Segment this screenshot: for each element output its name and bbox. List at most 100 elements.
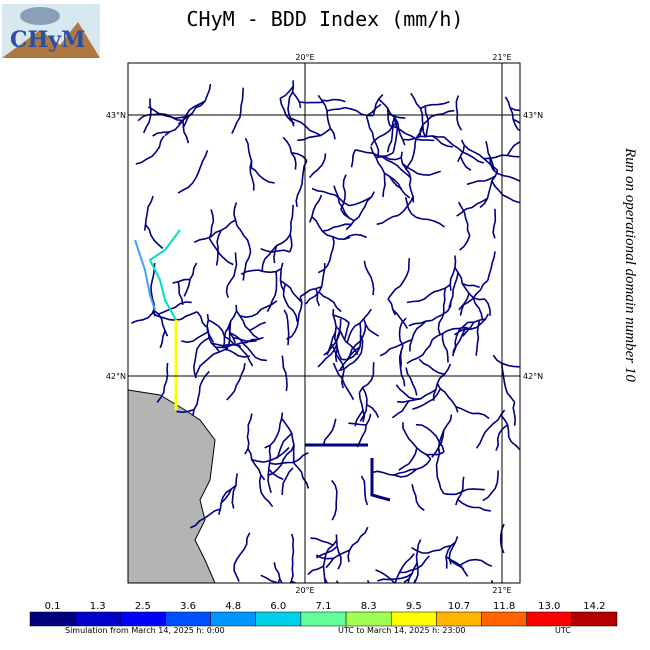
side-note: Run on operational domain number 10 <box>622 147 638 382</box>
river <box>491 180 520 204</box>
river <box>404 125 424 171</box>
river <box>226 362 246 401</box>
river <box>131 307 156 324</box>
river <box>518 129 520 131</box>
river <box>258 474 274 508</box>
colorbar-swatch <box>481 611 527 627</box>
river <box>455 405 490 420</box>
river <box>437 414 453 454</box>
river <box>143 195 154 231</box>
river <box>376 214 399 226</box>
river <box>311 216 351 241</box>
river <box>315 554 334 560</box>
river <box>176 408 195 414</box>
river <box>237 585 268 612</box>
river <box>335 534 342 570</box>
map-frame <box>127 62 521 584</box>
river <box>420 101 450 110</box>
river <box>260 247 291 253</box>
river <box>181 331 209 344</box>
colorbar-label: 3.6 <box>180 601 196 612</box>
river <box>402 135 445 141</box>
river <box>326 332 337 356</box>
river <box>339 346 361 370</box>
river <box>192 336 211 379</box>
river <box>457 498 491 512</box>
map <box>128 63 539 650</box>
river <box>232 336 257 343</box>
river <box>378 98 406 146</box>
coord-labels: 20°E 21°E 20°E 21°E 43°N 42°N 43°N 42°N <box>106 53 543 595</box>
river <box>164 107 197 137</box>
river <box>273 562 283 583</box>
river <box>459 235 471 251</box>
river <box>460 139 499 172</box>
river <box>504 96 520 131</box>
river <box>307 565 324 576</box>
river <box>325 584 329 601</box>
logo-cloud <box>20 7 60 25</box>
river <box>509 642 520 650</box>
river <box>325 549 350 569</box>
river <box>289 117 322 137</box>
river <box>244 137 253 168</box>
colorbar-label: 10.7 <box>448 601 470 612</box>
river <box>387 298 397 316</box>
river <box>249 166 275 184</box>
river <box>147 106 188 120</box>
colorbar-swatch <box>255 611 302 627</box>
river <box>260 574 282 583</box>
river <box>435 447 445 495</box>
river <box>281 467 294 495</box>
river <box>426 451 445 456</box>
lat-label: 42°N <box>106 372 126 381</box>
river <box>454 267 486 301</box>
river <box>408 300 452 327</box>
river <box>520 577 539 614</box>
river <box>484 298 491 316</box>
river <box>158 301 192 315</box>
river <box>195 83 212 109</box>
river <box>247 448 266 481</box>
river <box>182 120 190 144</box>
river <box>231 473 238 509</box>
river <box>467 318 486 324</box>
river <box>321 98 346 103</box>
river <box>387 258 411 300</box>
colorbar-label: 6.0 <box>270 601 286 612</box>
footer-to: UTC to March 14, 2025 h: 23:00 <box>338 626 465 635</box>
colorbar-label: 11.8 <box>493 601 515 612</box>
river <box>233 202 252 252</box>
river <box>398 196 414 216</box>
colorbar: 0.1 1.3 2.5 3.6 4.8 6.0 7.1 8.3 9.5 10.7 11.8 13.0 1… <box>29 601 618 627</box>
river <box>386 107 391 126</box>
river <box>289 204 294 253</box>
lat-label: 43°N <box>523 111 543 120</box>
river <box>437 287 447 335</box>
river <box>261 234 291 271</box>
river <box>276 625 287 650</box>
river <box>322 539 338 583</box>
river <box>350 149 356 168</box>
river <box>305 262 326 305</box>
river <box>411 545 451 554</box>
river <box>194 344 230 378</box>
river <box>364 323 380 337</box>
river <box>375 569 396 583</box>
river <box>338 334 364 372</box>
footer-from: Simulation from March 14, 2025 h: 0:00 <box>65 626 225 635</box>
river <box>448 558 465 570</box>
river <box>405 367 418 396</box>
river <box>231 87 244 134</box>
river <box>412 539 422 583</box>
river <box>315 545 338 559</box>
river <box>510 441 520 451</box>
river <box>309 194 323 223</box>
river <box>424 107 430 137</box>
colorbar-swatch <box>120 611 166 627</box>
river <box>152 131 170 137</box>
river <box>436 383 459 413</box>
sea <box>128 389 216 583</box>
lon-label: 20°E <box>295 53 314 62</box>
